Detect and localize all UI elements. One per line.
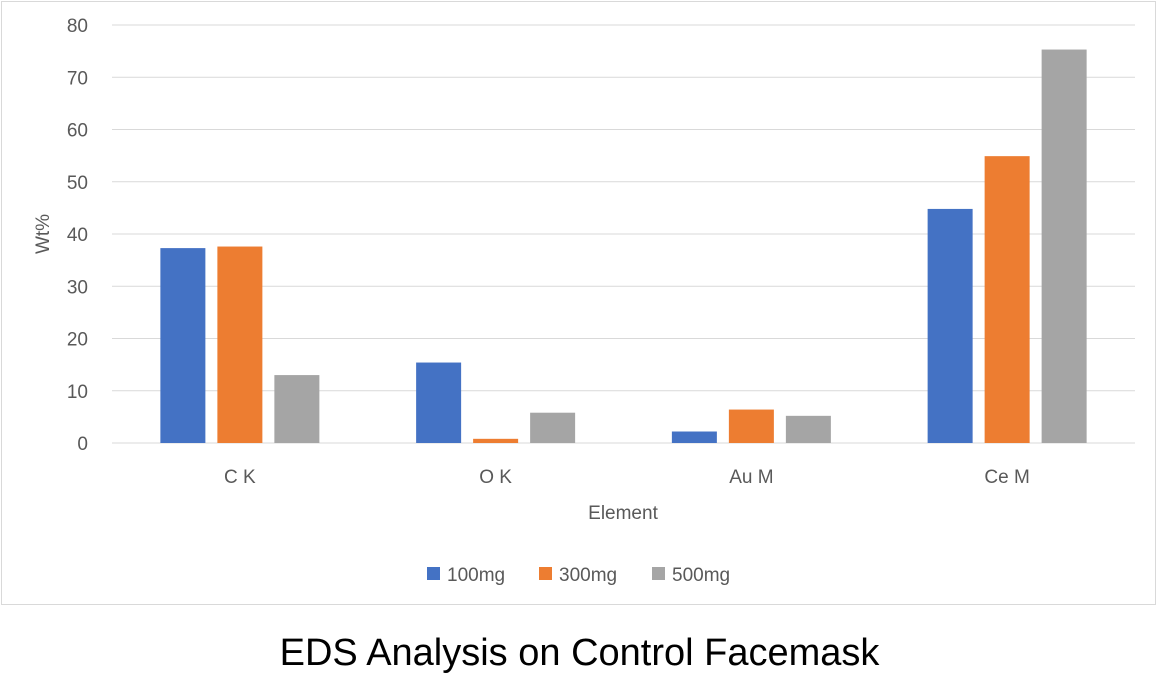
x-axis-ticks: C K O K Au M Ce M — [224, 467, 1030, 488]
bar-300mg-O-K — [473, 438, 519, 443]
y-axis-title: Wt% — [33, 214, 54, 254]
y-tick-label: 70 — [67, 68, 88, 89]
bar-500mg-Ce-M — [1041, 49, 1087, 444]
y-tick-label: 30 — [67, 277, 88, 298]
legend-swatch-100mg — [427, 567, 440, 580]
bar-100mg-O-K — [416, 362, 462, 443]
legend-label-100mg: 100mg — [447, 565, 505, 586]
gridlines — [112, 24, 1135, 444]
y-tick-label: 20 — [67, 330, 88, 351]
x-axis-title: Element — [588, 503, 658, 524]
bar-100mg-Au-M — [671, 431, 717, 443]
figure-caption: EDS Analysis on Control Facemask — [279, 632, 880, 674]
bar-300mg-Au-M — [728, 409, 774, 443]
bars — [160, 49, 1087, 444]
x-tick-label: Au M — [729, 467, 773, 488]
bar-100mg-C-K — [160, 248, 206, 443]
x-tick-label: O K — [479, 467, 512, 488]
y-tick-label: 10 — [67, 382, 88, 403]
bar-300mg-Ce-M — [984, 156, 1030, 443]
legend-label-500mg: 500mg — [672, 565, 730, 586]
y-tick-label: 50 — [67, 173, 88, 194]
y-axis-ticks: 0 10 20 30 40 50 60 70 80 — [67, 16, 88, 455]
bar-100mg-Ce-M — [927, 208, 973, 443]
legend: 100mg 300mg 500mg — [427, 565, 730, 586]
y-tick-label: 0 — [77, 434, 88, 455]
bar-chart: 0 10 20 30 40 50 60 70 80 C K O K Au M Ce M Wt% Ele… — [33, 16, 1135, 586]
x-tick-label: Ce M — [984, 467, 1029, 488]
legend-label-300mg: 300mg — [559, 565, 617, 586]
bar-500mg-C-K — [274, 375, 320, 443]
bar-500mg-O-K — [530, 412, 576, 443]
x-tick-label: C K — [224, 467, 256, 488]
legend-swatch-300mg — [539, 567, 552, 580]
y-tick-label: 80 — [67, 16, 88, 37]
bar-500mg-Au-M — [785, 415, 831, 443]
bar-300mg-C-K — [217, 246, 263, 443]
legend-swatch-500mg — [652, 567, 665, 580]
y-tick-label: 40 — [67, 225, 88, 246]
y-tick-label: 60 — [67, 121, 88, 142]
